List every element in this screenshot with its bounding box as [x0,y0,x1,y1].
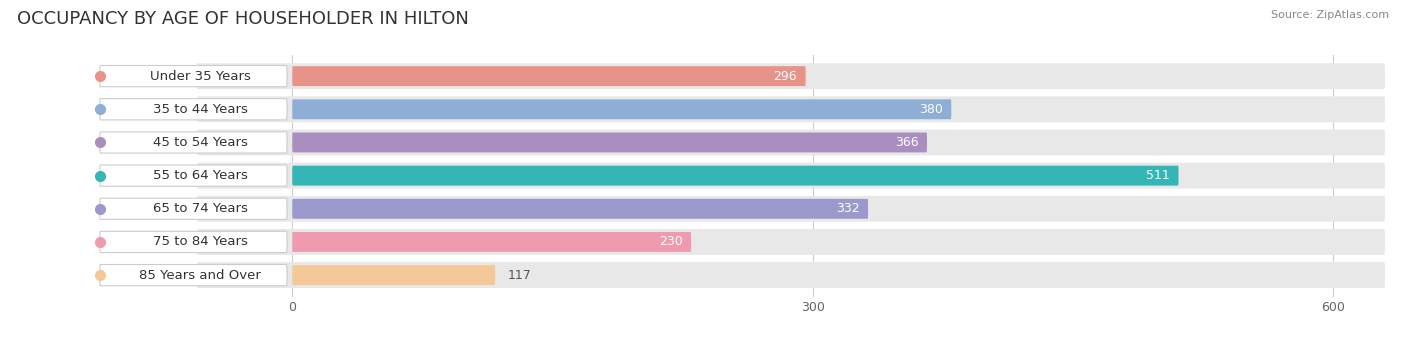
FancyBboxPatch shape [292,66,806,86]
FancyBboxPatch shape [292,166,1178,186]
Text: 35 to 44 Years: 35 to 44 Years [153,103,247,116]
Text: OCCUPANCY BY AGE OF HOUSEHOLDER IN HILTON: OCCUPANCY BY AGE OF HOUSEHOLDER IN HILTO… [17,10,468,28]
FancyBboxPatch shape [197,130,1385,155]
FancyBboxPatch shape [292,133,927,152]
Text: 65 to 74 Years: 65 to 74 Years [153,202,247,215]
FancyBboxPatch shape [100,132,287,153]
FancyBboxPatch shape [197,262,1385,288]
Text: Source: ZipAtlas.com: Source: ZipAtlas.com [1271,10,1389,20]
FancyBboxPatch shape [197,163,1385,189]
FancyBboxPatch shape [100,165,287,186]
FancyBboxPatch shape [197,63,1385,89]
FancyBboxPatch shape [100,265,287,286]
FancyBboxPatch shape [292,265,495,285]
Text: 380: 380 [918,103,942,116]
Text: 85 Years and Over: 85 Years and Over [139,269,262,282]
Text: 332: 332 [835,202,859,215]
FancyBboxPatch shape [292,99,952,119]
Text: 296: 296 [773,70,797,83]
Text: 230: 230 [659,235,682,249]
Text: 55 to 64 Years: 55 to 64 Years [153,169,247,182]
FancyBboxPatch shape [197,196,1385,222]
Text: 511: 511 [1146,169,1170,182]
FancyBboxPatch shape [197,97,1385,122]
FancyBboxPatch shape [292,199,868,219]
FancyBboxPatch shape [100,65,287,87]
FancyBboxPatch shape [100,198,287,219]
FancyBboxPatch shape [197,229,1385,255]
Text: 45 to 54 Years: 45 to 54 Years [153,136,247,149]
Text: 117: 117 [508,269,531,282]
FancyBboxPatch shape [292,232,692,252]
Text: 366: 366 [894,136,918,149]
Text: Under 35 Years: Under 35 Years [150,70,250,83]
FancyBboxPatch shape [100,231,287,253]
FancyBboxPatch shape [100,99,287,120]
Text: 75 to 84 Years: 75 to 84 Years [153,235,247,249]
